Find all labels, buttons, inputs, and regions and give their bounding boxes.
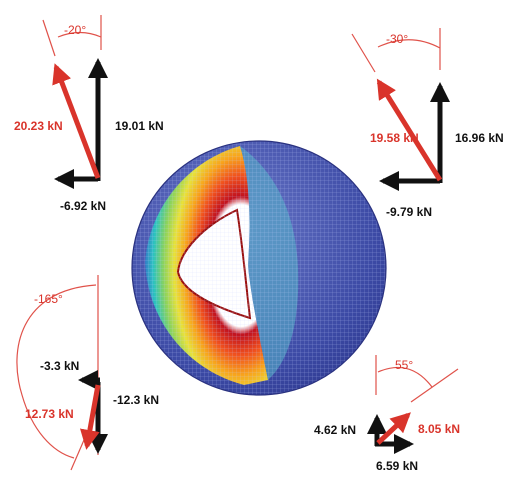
horizontal-label: -3.3 kN [40, 359, 79, 373]
horizontal-label: -6.92 kN [60, 199, 106, 213]
direction-line [410, 368, 459, 403]
resultant-label: 8.05 kN [418, 422, 460, 436]
force-diagram-bottom-left: -165° -3.3 kN 12.73 kN -12.3 kN [16, 275, 159, 471]
angle-arc [57, 31, 102, 38]
direction-line [42, 19, 56, 57]
angle-label: -165° [34, 292, 63, 306]
resultant-label: 20.23 kN [14, 119, 63, 133]
resultant-force-arrow [52, 63, 101, 179]
vertical-label: 4.62 kN [314, 423, 356, 437]
resultant-label: 19.58 kN [370, 131, 419, 145]
horizontal-label: -9.79 kN [386, 205, 432, 219]
direction-line [70, 439, 85, 471]
angle-label: -20° [64, 23, 86, 37]
resultant-force-arrow [79, 384, 101, 450]
resultant-force-arrow [376, 78, 443, 182]
sphere-model [131, 140, 387, 396]
direction-line [351, 33, 376, 73]
horizontal-label: 6.59 kN [376, 459, 418, 473]
angle-label: -30° [386, 32, 408, 46]
angle-arc [377, 366, 433, 388]
force-diagram-top-left: -20° 20.23 kN 19.01 kN -6.92 kN [14, 15, 164, 213]
force-diagram-top-right: -30° 19.58 kN 16.96 kN -9.79 kN [351, 28, 504, 219]
vertical-label: -12.3 kN [113, 393, 159, 407]
resultant-label: 12.73 kN [25, 407, 74, 421]
angle-label: 55° [395, 358, 413, 372]
angle-arc [377, 39, 441, 49]
vertical-label: 16.96 kN [455, 131, 504, 145]
force-diagram-bottom-right: 55° 4.62 kN 8.05 kN 6.59 kN [314, 355, 460, 473]
angle-arc [16, 284, 97, 459]
resultant-force-arrow [376, 412, 411, 445]
vertical-label: 19.01 kN [115, 119, 164, 133]
